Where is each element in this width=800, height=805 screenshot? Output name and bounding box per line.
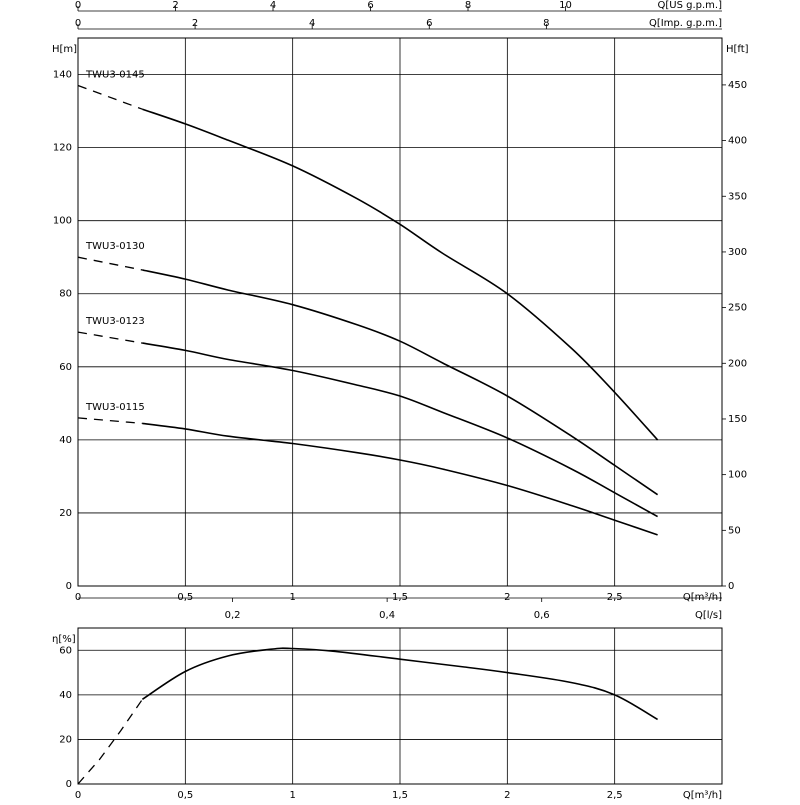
y-tick-label-left: 60 <box>59 362 72 373</box>
x-tick-label: 0,5 <box>177 592 193 603</box>
y-tick-label-left: 80 <box>59 289 72 300</box>
secondary-axis-tick-label-ls: 0,2 <box>225 610 241 621</box>
secondary-axis-label-ls: Q[l/s] <box>695 610 722 621</box>
y-tick-label-right: 450 <box>728 80 747 91</box>
y-tick-label-right: 300 <box>728 247 747 258</box>
y-tick-label-right: 0 <box>728 581 734 592</box>
secondary-axis-tick-label: 10 <box>559 0 572 11</box>
y-tick-label: 40 <box>59 690 72 701</box>
x-tick-label: 2,5 <box>607 592 623 603</box>
series-extrapolation-dashed <box>77 256 143 271</box>
secondary-axis-tick-label: 0 <box>75 18 81 29</box>
y-tick-label-right: 150 <box>728 414 747 425</box>
y-tick-label-left: 20 <box>59 508 72 519</box>
x-tick-label: 2,5 <box>607 790 623 800</box>
secondary-axis-tick-label: 8 <box>465 0 471 11</box>
y-tick-label-left: 40 <box>59 435 72 446</box>
x-tick-label: 1,5 <box>392 592 408 603</box>
series-line <box>142 108 659 441</box>
secondary-axis-tick-label: 2 <box>172 0 178 11</box>
top-chart-layer: 0 0,5 1 1,5 2 2,50204060801001201400501001502… <box>52 0 749 621</box>
y-tick-label-right: 100 <box>728 470 747 481</box>
x-tick-label: 0 <box>75 592 81 603</box>
y-tick-label: 20 <box>59 734 72 745</box>
y-tick-label: 60 <box>59 645 72 656</box>
series-extrapolation-dashed <box>77 84 143 110</box>
y-tick-label-left: 120 <box>53 143 72 154</box>
x-tick-label: 2 <box>504 790 510 800</box>
series-label: TWU3-0145 <box>85 69 145 80</box>
series-label: TWU3-0123 <box>85 316 145 327</box>
y-tick-label-right: 400 <box>728 136 747 147</box>
y-tick-label-right: 200 <box>728 358 747 369</box>
y-axis-label-right: H[ft] <box>726 44 749 55</box>
series-line <box>142 422 658 536</box>
y-tick-label-left: 0 <box>66 581 72 592</box>
series-extrapolation-dashed <box>77 417 143 425</box>
secondary-axis-tick-label: 2 <box>192 18 198 29</box>
plot-frame-efficiency <box>77 627 723 785</box>
series-label: TWU3-0130 <box>85 241 145 252</box>
y-tick-label: 0 <box>66 779 72 790</box>
efficiency-extrapolation-dashed <box>77 698 143 785</box>
y-tick-label-right: 250 <box>728 303 747 314</box>
secondary-axis-label: Q[US g.p.m.] <box>658 0 723 11</box>
secondary-axis-tick-label: 0 <box>75 0 81 11</box>
series-line <box>142 342 658 518</box>
y-axis-label: η[%] <box>52 634 76 645</box>
y-tick-label-left: 100 <box>53 216 72 227</box>
series-line <box>142 269 659 496</box>
secondary-axis-tick-label: 4 <box>270 0 276 11</box>
y-axis-label-left: H[m] <box>52 44 77 55</box>
series-label: TWU3-0115 <box>85 402 145 413</box>
x-tick-label: 1,5 <box>392 790 408 800</box>
y-tick-label-right: 50 <box>728 525 741 536</box>
secondary-axis-label: Q[Imp. g.p.m.] <box>649 18 722 29</box>
x-tick-label: 1 <box>289 790 295 800</box>
secondary-axis-tick-label-ls: 0,6 <box>534 610 550 621</box>
secondary-axis-tick-label: 6 <box>367 0 373 11</box>
plot-frame <box>77 37 723 587</box>
secondary-axis-tick-label: 6 <box>426 18 432 29</box>
y-tick-label-right: 350 <box>728 191 747 202</box>
y-tick-label-left: 140 <box>53 70 72 81</box>
x-tick-label: 0 <box>75 790 81 800</box>
x-axis-label: Q[m³/h] <box>683 592 722 603</box>
x-tick-label: 1 <box>289 592 295 603</box>
series-extrapolation-dashed <box>77 331 143 344</box>
efficiency-line <box>141 647 658 721</box>
x-tick-label: 2 <box>504 592 510 603</box>
secondary-axis-tick-label: 4 <box>309 18 315 29</box>
secondary-axis-tick-label-ls: 0,4 <box>379 610 395 621</box>
secondary-axis-tick-label: 8 <box>543 18 549 29</box>
x-tick-label: 0,5 <box>177 790 193 800</box>
x-axis-label: Q[m³/h] <box>683 790 722 800</box>
efficiency-chart-layer: 0 0,5 1 1,5 2 2,5 0 20 40 60η[%] Q[m³/h] <box>52 627 723 801</box>
